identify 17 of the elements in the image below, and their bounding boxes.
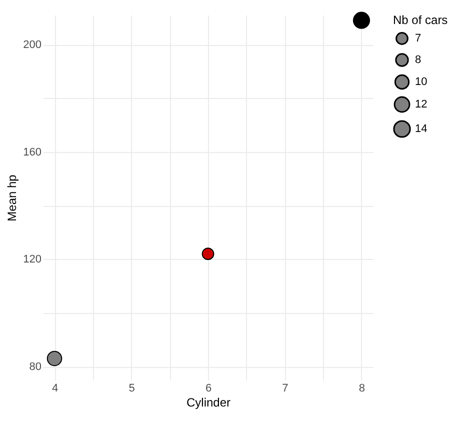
x-tick-label: 4 (52, 382, 58, 394)
x-tick-label: 5 (128, 382, 135, 394)
x-tick-label: 7 (282, 382, 288, 394)
x-tick-label: 6 (205, 382, 212, 394)
legend-label: 7 (415, 32, 422, 44)
legend-label: 8 (415, 54, 422, 66)
x-tick-label: 8 (358, 382, 366, 394)
y-tick-label: 80 (29, 361, 42, 374)
y-tick-label: 160 (23, 146, 42, 158)
legend-title: Nb of cars (393, 13, 448, 27)
legend-label: 12 (415, 98, 428, 110)
legend-label: 14 (415, 123, 428, 135)
y-tick-label: 120 (23, 254, 42, 266)
x-axis-title: Cylinder (186, 396, 231, 410)
y-axis-title: Mean hp (5, 174, 20, 222)
legend-label: 10 (415, 76, 428, 88)
y-tick-label: 200 (23, 39, 42, 52)
